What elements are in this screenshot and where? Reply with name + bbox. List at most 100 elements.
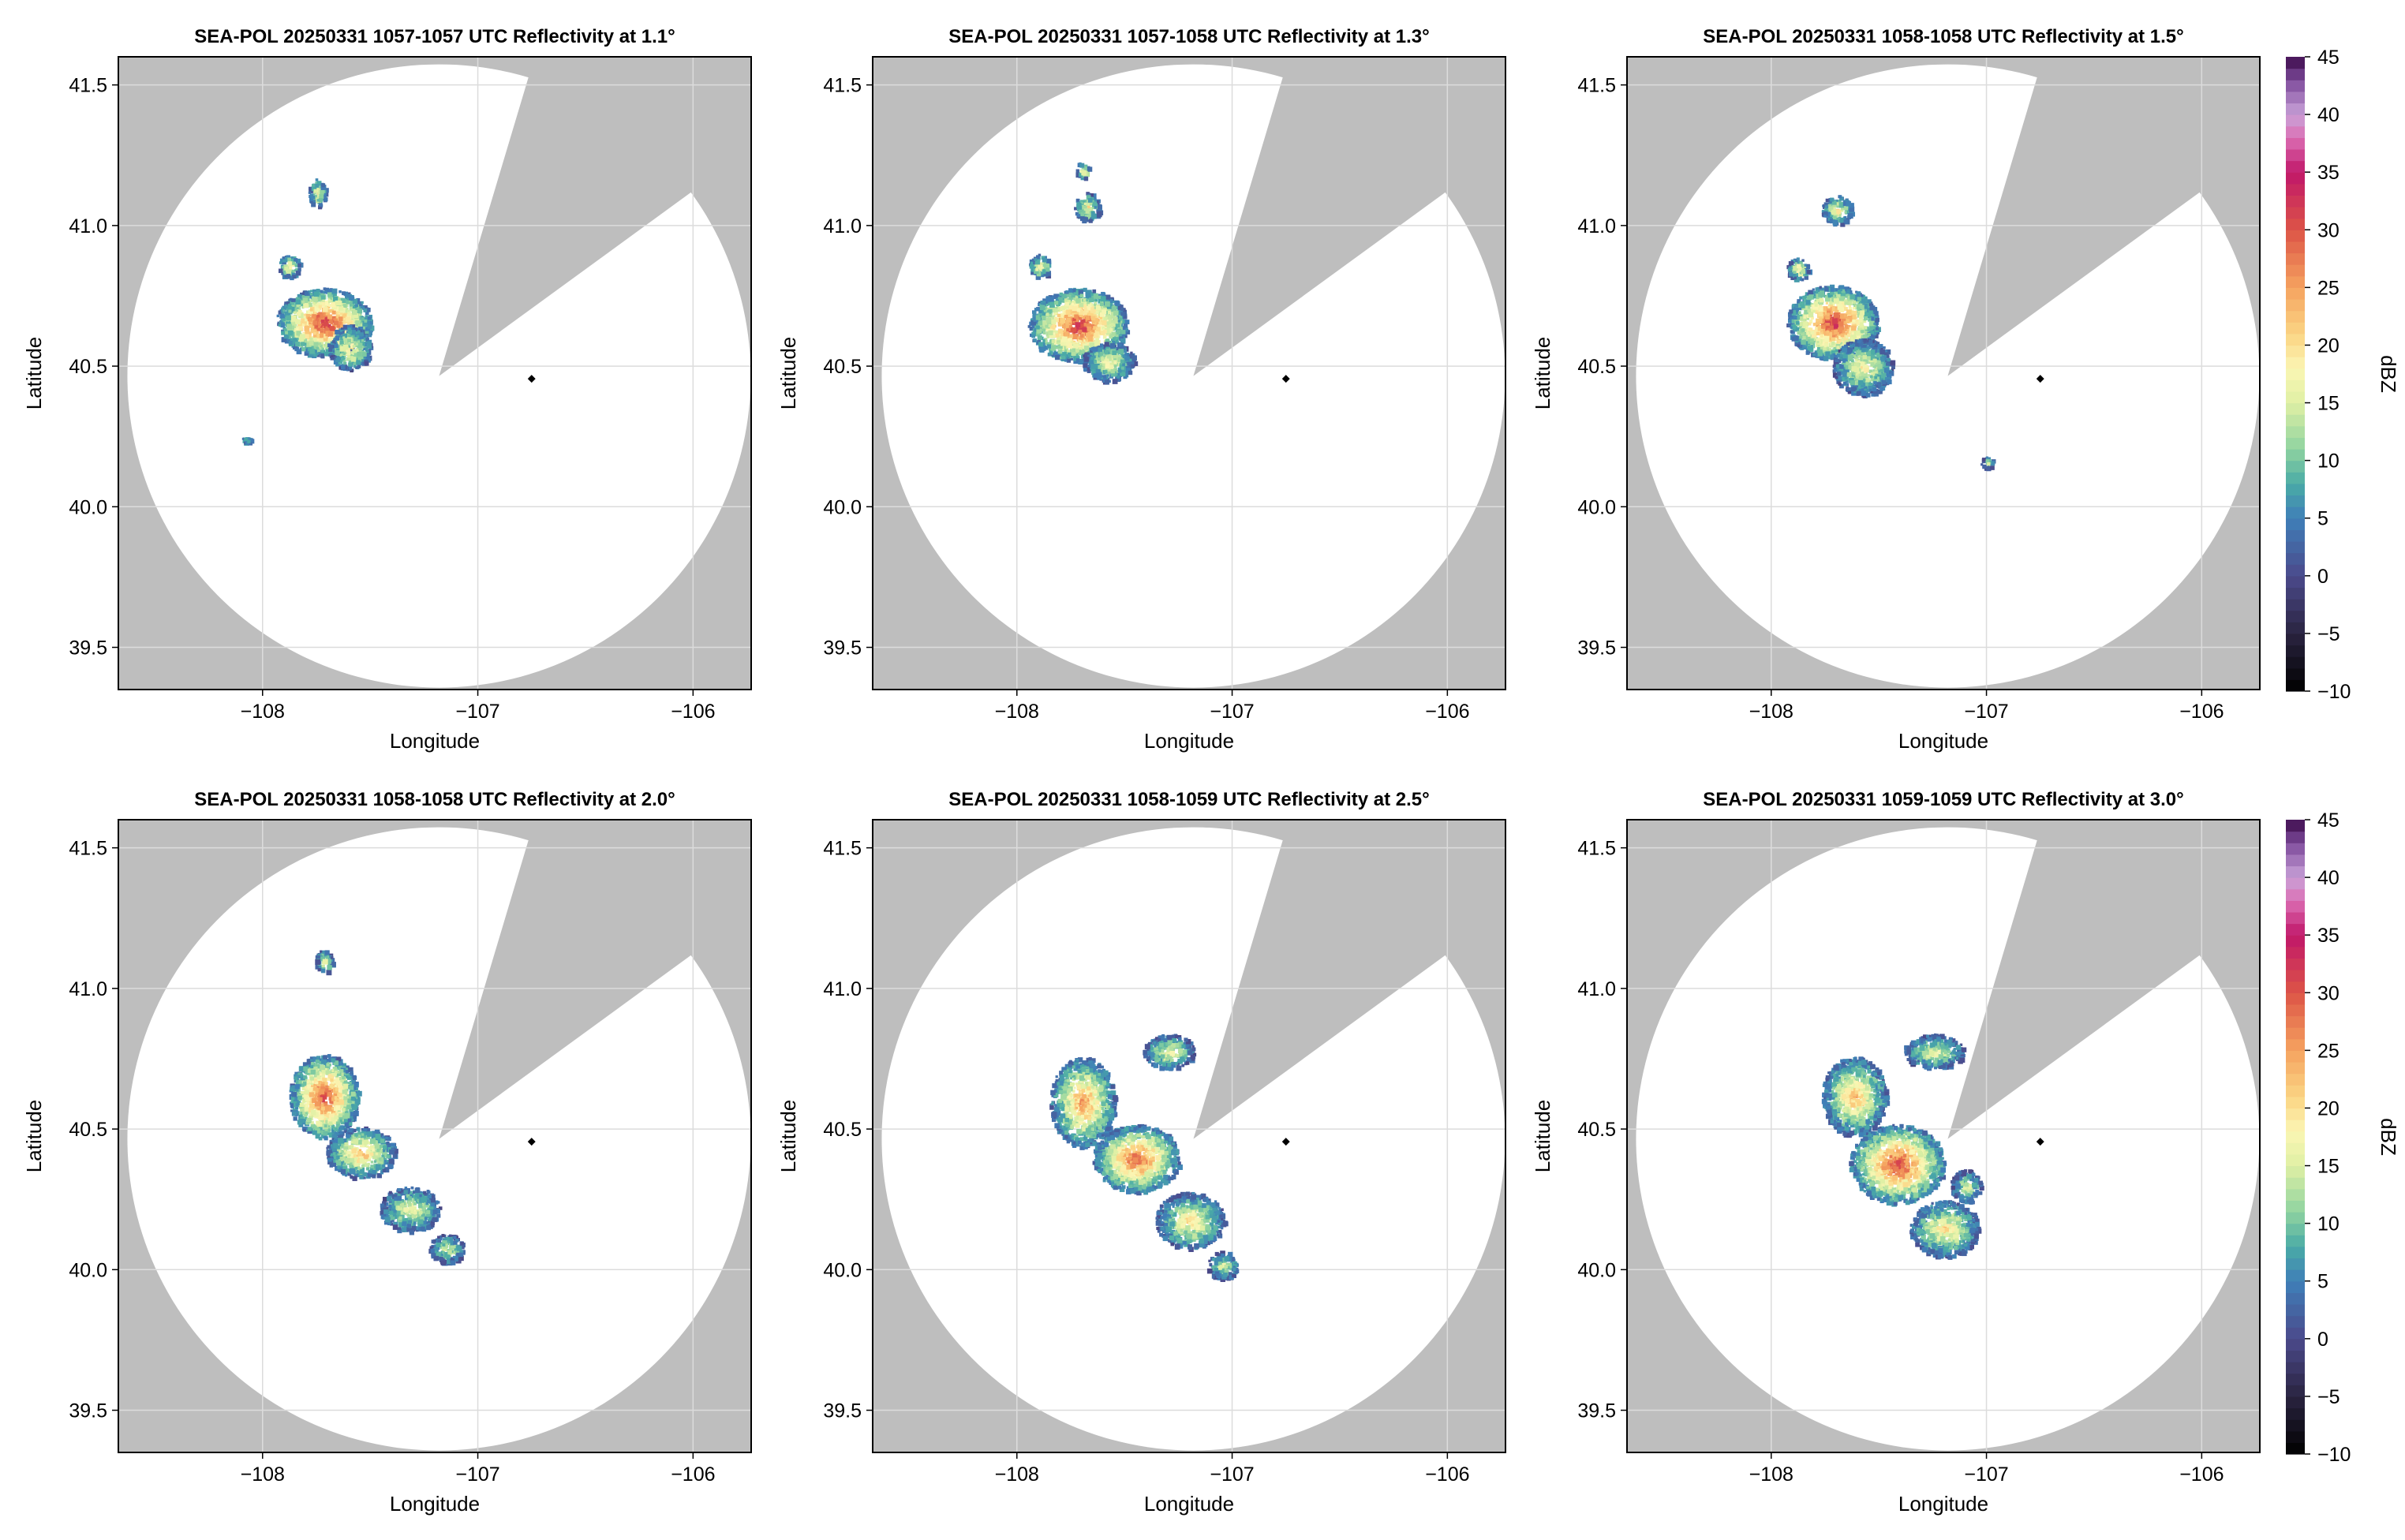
echo-cell <box>1094 301 1098 305</box>
echo-cell <box>1095 368 1101 374</box>
echo-cell <box>1071 350 1076 356</box>
echo-cell <box>1788 323 1792 327</box>
echo-cell <box>1096 372 1102 379</box>
echo-cell <box>1073 290 1078 295</box>
echo-cell <box>1046 335 1049 338</box>
echo-cell <box>1122 327 1126 332</box>
echo-cell <box>292 344 298 350</box>
echo-cell <box>365 350 369 353</box>
echo-cell <box>1083 346 1090 351</box>
echo-cell <box>1842 338 1845 341</box>
echo-cell <box>284 304 288 308</box>
echo-cell <box>1790 316 1793 320</box>
echo-cell <box>1098 321 1102 325</box>
echo-cell <box>1861 388 1865 391</box>
echo-cell <box>1061 340 1067 346</box>
echo-cell <box>1829 301 1833 305</box>
echo-cell <box>1035 315 1042 320</box>
echo-cell <box>1099 316 1103 320</box>
echo-cell <box>339 346 346 352</box>
echo-cluster <box>1074 192 1104 224</box>
echo-cell <box>1808 290 1813 296</box>
echo-cell <box>348 360 352 364</box>
echo-cell <box>307 1079 312 1084</box>
echo-cell <box>1087 323 1092 327</box>
echo-cell <box>1797 344 1800 347</box>
echo-cell <box>346 1065 350 1069</box>
echo-cell <box>335 357 341 362</box>
echo-cell <box>1074 353 1079 358</box>
echo-cell <box>1843 219 1848 223</box>
echo-cell <box>357 364 361 368</box>
echo-cell <box>1833 367 1836 370</box>
echo-cell <box>1886 362 1890 366</box>
plot-area <box>118 820 751 1452</box>
echo-cell <box>1060 305 1066 310</box>
echo-cell <box>1793 265 1798 271</box>
echo-cell <box>1104 379 1109 385</box>
echo-cell <box>1859 323 1864 328</box>
echo-cell <box>1844 324 1849 328</box>
echo-cell <box>294 348 298 352</box>
echo-cell <box>319 338 324 342</box>
echo-cell <box>365 357 368 361</box>
echo-cell <box>1087 326 1092 331</box>
echo-cell <box>1799 329 1804 334</box>
echo-cell <box>1875 317 1879 323</box>
echo-cell <box>1117 368 1122 373</box>
echo-cell <box>1837 202 1840 206</box>
echo-cell <box>1092 304 1097 308</box>
echo-cell <box>1078 209 1084 215</box>
echo-cell <box>1875 327 1879 331</box>
echo-cell <box>283 264 287 268</box>
echo-cell <box>1812 308 1816 313</box>
echo-cell <box>1801 328 1805 332</box>
echo-cell <box>318 198 324 203</box>
echo-cell <box>346 333 351 338</box>
echo-cell <box>296 327 299 331</box>
echo-cell <box>1095 358 1101 364</box>
echo-cell <box>313 331 316 335</box>
echo-cell <box>1815 311 1818 314</box>
echo-cell <box>1870 355 1876 361</box>
echo-cell <box>355 327 360 332</box>
echo-cell <box>1796 270 1800 274</box>
echo-cell <box>241 437 245 440</box>
echo-cell <box>340 357 344 361</box>
echo-cell <box>1075 289 1081 293</box>
echo-cell <box>316 352 319 356</box>
echo-cell <box>304 1116 308 1120</box>
panel-title: SEA-POL 20250331 1057-1058 UTC Reflectiv… <box>948 26 1429 47</box>
echo-cell <box>1095 310 1099 314</box>
echo-cell <box>1058 334 1061 337</box>
echo-cell <box>352 298 358 305</box>
echo-cluster <box>308 178 329 210</box>
echo-cell <box>1815 287 1819 291</box>
echo-cell <box>1099 312 1105 317</box>
echo-cell <box>1109 342 1116 349</box>
echo-cell <box>1854 342 1860 347</box>
echo-cell <box>1792 269 1797 275</box>
echo-cell <box>353 337 358 342</box>
echo-cell <box>1875 373 1878 376</box>
echo-cell <box>339 335 343 338</box>
panel-title: SEA-POL 20250331 1058-1058 UTC Reflectiv… <box>1703 26 2183 47</box>
echo-cell <box>1821 210 1825 213</box>
echo-cell <box>1065 290 1068 293</box>
echo-cell <box>1106 308 1112 312</box>
echo-cell <box>1040 274 1044 277</box>
echo-cell <box>1063 328 1068 333</box>
echo-cell <box>1794 262 1797 265</box>
echo-cell <box>339 306 344 311</box>
echo-cell <box>317 1083 322 1088</box>
echo-cell <box>1862 303 1868 309</box>
echo-cell <box>318 313 324 319</box>
echo-cell <box>331 288 338 294</box>
echo-cell <box>317 342 322 346</box>
echo-cell <box>327 331 333 337</box>
echo-cell <box>1071 302 1074 306</box>
echo-cell <box>357 304 364 309</box>
echo-cell <box>1840 222 1846 227</box>
echo-cluster <box>278 255 304 281</box>
echo-cell <box>1062 342 1068 349</box>
